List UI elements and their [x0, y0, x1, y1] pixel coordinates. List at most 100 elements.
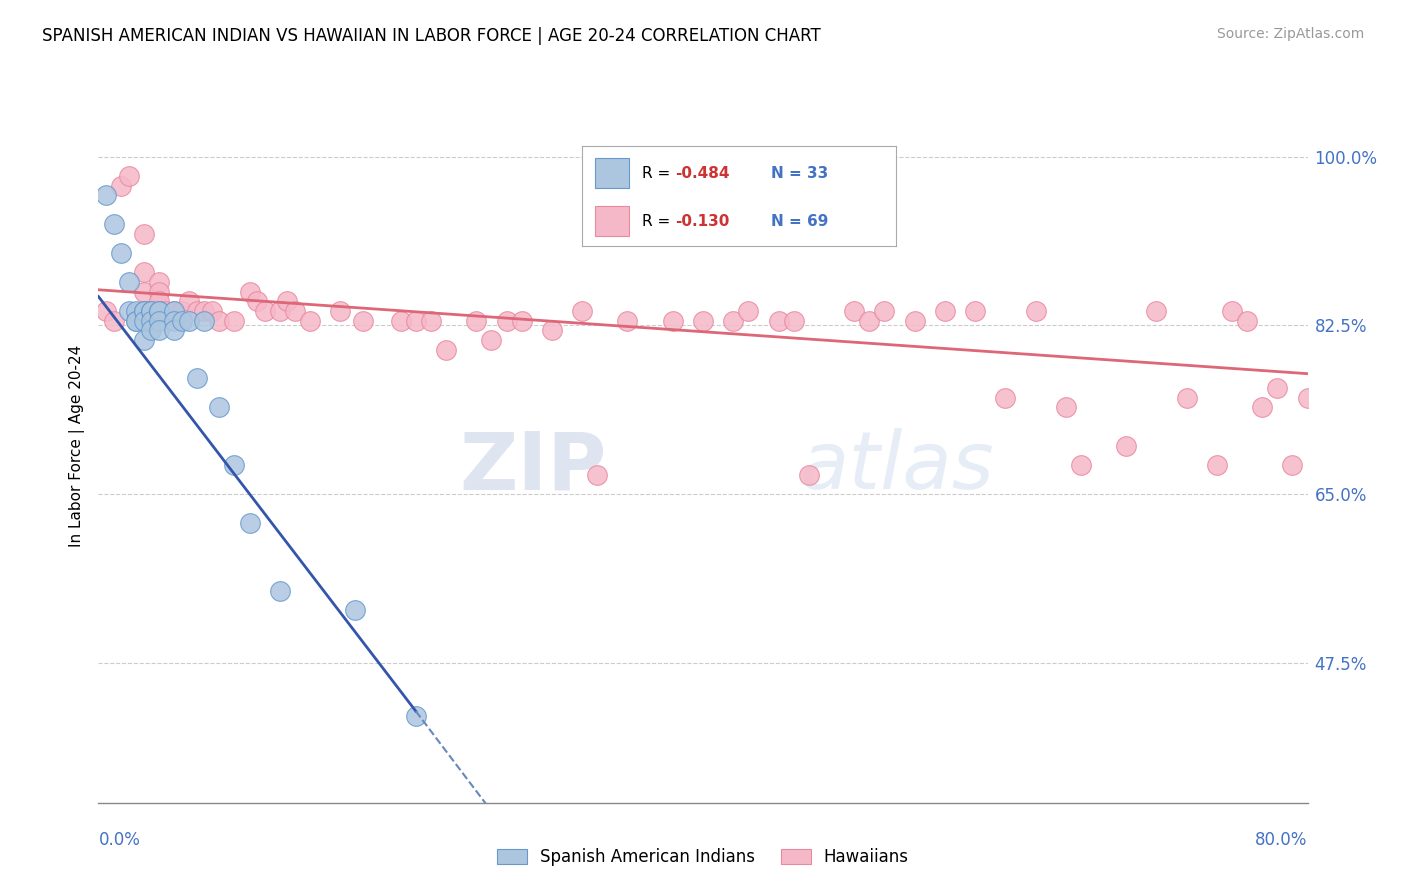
Point	[132, 333, 155, 347]
Point	[201, 304, 224, 318]
Text: 0.0%: 0.0%	[98, 831, 141, 849]
Point	[148, 323, 170, 337]
Point	[269, 583, 291, 598]
Point	[661, 313, 683, 327]
Point	[586, 467, 609, 482]
Point	[148, 294, 170, 309]
Point	[873, 304, 896, 318]
Point	[94, 304, 117, 318]
Legend: Spanish American Indians, Hawaiians: Spanish American Indians, Hawaiians	[498, 847, 908, 866]
Point	[389, 313, 412, 327]
Point	[141, 304, 163, 318]
Point	[118, 275, 141, 289]
Text: ZIP: ZIP	[458, 428, 606, 507]
Point	[481, 333, 503, 347]
Point	[224, 458, 246, 473]
Point	[1175, 391, 1198, 405]
Point	[170, 304, 193, 318]
Point	[132, 265, 155, 279]
Point	[965, 304, 987, 318]
Text: 80.0%: 80.0%	[1256, 831, 1308, 849]
Point	[465, 313, 488, 327]
Point	[1206, 458, 1229, 473]
Point	[616, 313, 638, 327]
Point	[132, 304, 155, 318]
Point	[148, 285, 170, 299]
Point	[186, 371, 208, 385]
Point	[193, 313, 215, 327]
Point	[1265, 381, 1288, 395]
Point	[269, 304, 291, 318]
Point	[344, 603, 367, 617]
Point	[118, 169, 141, 183]
Point	[276, 294, 298, 309]
Point	[141, 304, 163, 318]
Point	[148, 304, 170, 318]
Point	[94, 188, 117, 202]
Point	[1281, 458, 1303, 473]
Point	[148, 304, 170, 318]
Point	[1220, 304, 1243, 318]
Point	[163, 313, 186, 327]
Point	[1070, 458, 1092, 473]
Point	[329, 304, 352, 318]
Point	[782, 313, 804, 327]
Point	[844, 304, 866, 318]
Point	[352, 313, 374, 327]
Point	[224, 313, 246, 327]
Point	[1236, 313, 1258, 327]
Point	[934, 304, 956, 318]
Point	[118, 304, 141, 318]
Point	[692, 313, 714, 327]
Point	[253, 304, 276, 318]
Point	[125, 304, 148, 318]
Point	[434, 343, 457, 357]
Text: Source: ZipAtlas.com: Source: ZipAtlas.com	[1216, 27, 1364, 41]
Point	[797, 467, 820, 482]
Text: atlas: atlas	[800, 428, 994, 507]
Point	[495, 313, 517, 327]
Point	[405, 313, 427, 327]
Point	[148, 304, 170, 318]
Point	[540, 323, 562, 337]
Point	[405, 709, 427, 723]
Point	[132, 285, 155, 299]
Point	[141, 323, 163, 337]
Point	[419, 313, 441, 327]
Point	[132, 313, 155, 327]
Point	[737, 304, 759, 318]
Point	[125, 313, 148, 327]
Point	[571, 304, 593, 318]
Point	[510, 313, 533, 327]
Point	[1024, 304, 1046, 318]
Point	[155, 304, 177, 318]
Point	[148, 313, 170, 327]
Point	[1296, 391, 1319, 405]
Text: SPANISH AMERICAN INDIAN VS HAWAIIAN IN LABOR FORCE | AGE 20-24 CORRELATION CHART: SPANISH AMERICAN INDIAN VS HAWAIIAN IN L…	[42, 27, 821, 45]
Point	[177, 313, 201, 327]
Point	[858, 313, 880, 327]
Point	[132, 304, 155, 318]
Point	[110, 246, 132, 260]
Point	[239, 516, 262, 530]
Point	[103, 313, 125, 327]
Point	[141, 313, 163, 327]
Point	[170, 313, 193, 327]
Point	[904, 313, 927, 327]
Point	[125, 313, 148, 327]
Point	[103, 217, 125, 231]
Point	[132, 304, 155, 318]
Point	[148, 275, 170, 289]
Point	[721, 313, 744, 327]
Point	[163, 304, 186, 318]
Point	[1054, 401, 1077, 415]
Point	[1144, 304, 1167, 318]
Y-axis label: In Labor Force | Age 20-24: In Labor Force | Age 20-24	[69, 345, 84, 547]
Point	[163, 323, 186, 337]
Point	[246, 294, 269, 309]
Point	[177, 294, 201, 309]
Point	[994, 391, 1017, 405]
Point	[163, 304, 186, 318]
Point	[1251, 401, 1274, 415]
Point	[208, 313, 231, 327]
